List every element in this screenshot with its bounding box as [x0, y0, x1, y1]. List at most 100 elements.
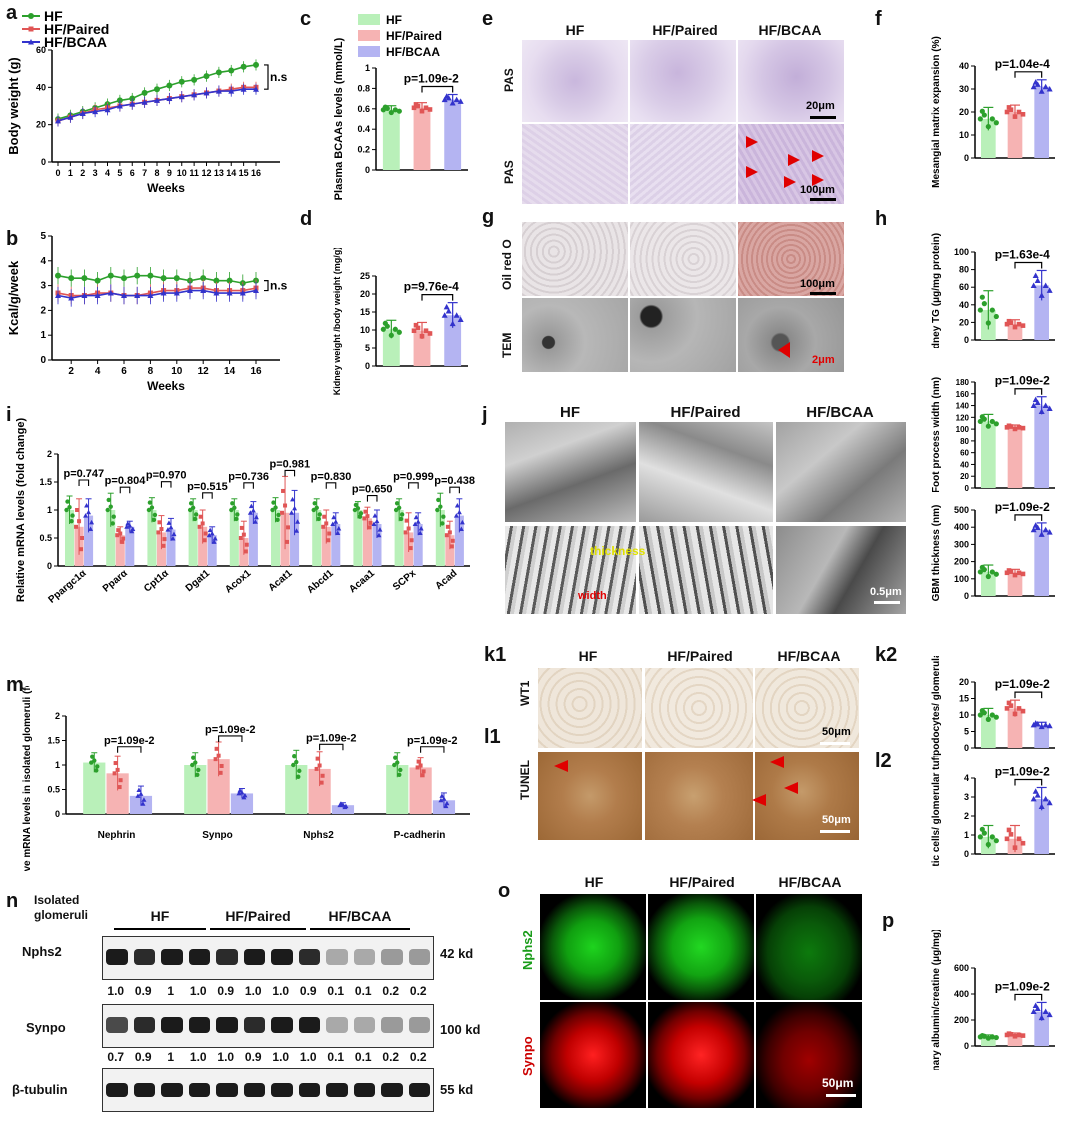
data-point: [393, 507, 399, 513]
data-point: [413, 102, 419, 107]
y-tick-label: 40: [36, 82, 46, 92]
legend-swatch: [358, 14, 380, 25]
x-axis-label: Weeks: [147, 379, 185, 393]
data-point: [1046, 287, 1053, 293]
y-tick-label: 60: [960, 449, 969, 458]
blot-band: [133, 1017, 155, 1033]
panel-label-a: a: [6, 2, 18, 24]
e-scalebar-2: [810, 198, 836, 201]
ns-bracket: [264, 280, 269, 292]
data-point: [331, 514, 337, 520]
data-point: [1012, 324, 1018, 330]
data-point: [444, 533, 449, 538]
y-axis-label: Relative mRNA levels in isolated glomeru…: [22, 686, 33, 871]
chart-mrna-glomeruli: 0 0.5 1 1.5 2 Relative mRNA levels in isolate…: [22, 686, 470, 871]
data-point: [67, 505, 72, 510]
data-point: [365, 514, 370, 519]
micrograph-pas-hf-high: [522, 40, 628, 122]
legend-swatch: [358, 46, 380, 57]
legend-label: HF: [386, 13, 402, 27]
y-tick-label: 4: [964, 773, 969, 783]
data-point: [117, 785, 122, 790]
bar-1: [1007, 1034, 1023, 1046]
panel-label-m: m: [6, 674, 24, 696]
data-point: [296, 774, 301, 779]
arrow-icon: [812, 174, 824, 186]
p-value-label: p=1.09e-2: [995, 979, 1050, 993]
chart-mrna-fatty-acid: 0 0.5 1 1.5 2 Relative mRNA levels (fold chan…: [15, 418, 475, 606]
data-point: [333, 519, 339, 524]
data-point: [1020, 571, 1026, 577]
blot-band: [161, 949, 183, 965]
bar-1: [308, 768, 331, 814]
significance-bracket: [117, 746, 142, 753]
y-tick-label: 20: [360, 289, 370, 299]
x-tick-label: Dgat1: [184, 568, 213, 595]
blot-band: [216, 949, 238, 965]
density-value: 1: [167, 1050, 175, 1064]
data-point: [1038, 531, 1045, 537]
k1-col-bcaa: HF/BCAA: [777, 648, 841, 664]
density-value: 0.2: [409, 984, 427, 998]
significance-bracket: [1014, 691, 1043, 699]
x-tick-label: Acox1: [223, 568, 253, 596]
y-tick-label: 0: [964, 591, 969, 601]
data-point: [1042, 526, 1049, 533]
x-tick-label: 13: [214, 168, 224, 178]
y-tick-label: 600: [954, 963, 969, 973]
data-point: [382, 104, 388, 110]
e-col-hf: HF: [565, 22, 585, 38]
tem-gbm-bcaa-high: [776, 526, 906, 614]
data-point: [294, 528, 300, 533]
data-point: [270, 507, 275, 513]
density-value: 0.2: [382, 984, 400, 998]
data-point: [90, 754, 95, 759]
data-point: [392, 326, 398, 332]
data-point: [314, 505, 319, 510]
legend-label: HF: [44, 10, 63, 24]
data-point: [113, 761, 118, 766]
data-point: [253, 287, 259, 294]
data-point: [367, 525, 372, 530]
density-value: 0.1: [354, 984, 372, 998]
data-point: [146, 507, 152, 513]
x-tick-label: 9: [167, 168, 172, 178]
data-point: [241, 794, 247, 800]
y-tick-label: 80: [959, 265, 969, 275]
data-point: [239, 525, 244, 530]
data-point: [459, 519, 465, 525]
y-tick-label: 400: [954, 522, 969, 532]
data-point: [134, 272, 141, 279]
data-point: [228, 67, 235, 74]
y-tick-label: 4: [40, 256, 46, 267]
data-point: [1020, 1033, 1026, 1038]
data-point: [321, 524, 326, 529]
data-point: [1008, 703, 1014, 708]
data-point: [409, 538, 414, 543]
data-point: [419, 333, 425, 339]
data-point: [171, 531, 177, 537]
data-point: [165, 527, 171, 532]
panel-label-k1: k1: [484, 644, 507, 666]
blot-band: [353, 1017, 375, 1033]
x-tick-label: 1: [68, 168, 73, 178]
data-point: [168, 524, 174, 530]
significance-bracket: [421, 294, 454, 301]
data-point: [440, 521, 445, 526]
data-point: [140, 801, 146, 806]
y-axis-label: Body weight (g): [6, 57, 21, 155]
data-point: [355, 506, 361, 511]
bar-0: [147, 510, 157, 566]
data-point: [1016, 836, 1022, 842]
data-point: [219, 763, 224, 768]
significance-bracket: [319, 743, 344, 751]
data-point: [166, 82, 173, 89]
data-point: [363, 509, 368, 514]
data-point: [291, 762, 296, 768]
data-point: [295, 519, 301, 524]
data-point: [314, 766, 319, 771]
data-point: [1032, 79, 1039, 85]
blot-nphs2: [102, 936, 434, 980]
data-point: [202, 538, 207, 543]
wb-kd-tubulin: 55 kd: [440, 1082, 474, 1097]
